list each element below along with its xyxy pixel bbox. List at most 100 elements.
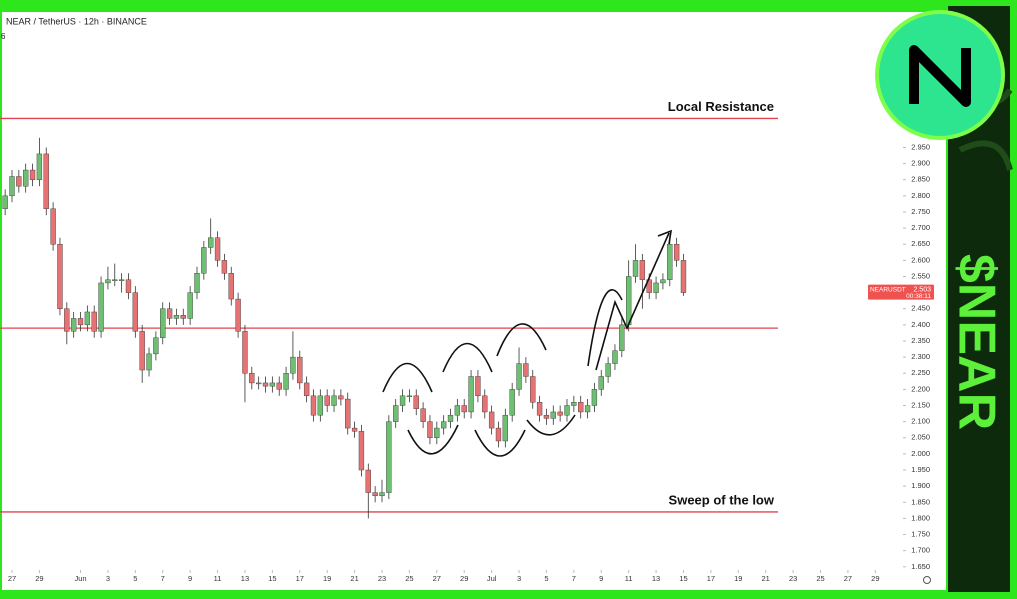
candle-body bbox=[530, 376, 536, 403]
candle-body bbox=[468, 376, 474, 413]
candle-body bbox=[153, 337, 159, 355]
x-tick-label: Jun bbox=[74, 574, 86, 583]
y-tick-label: 2.450 bbox=[911, 304, 930, 313]
x-tick-label: 27 bbox=[8, 574, 16, 583]
candle-body bbox=[427, 421, 433, 438]
candle-body bbox=[379, 492, 385, 497]
candle-body bbox=[516, 363, 522, 390]
x-tick-label: 9 bbox=[599, 574, 603, 583]
candle-body bbox=[64, 308, 70, 332]
candle-body bbox=[2, 195, 8, 209]
y-tick-label: 1.750 bbox=[911, 530, 930, 539]
candle-body bbox=[365, 469, 371, 493]
y-tick-label: 2.600 bbox=[911, 255, 930, 264]
y-tick-label: 2.300 bbox=[911, 352, 930, 361]
candle-body bbox=[420, 408, 426, 422]
candle-body bbox=[331, 395, 337, 406]
x-tick-label: 25 bbox=[816, 574, 824, 583]
x-tick-label: Jul bbox=[487, 574, 497, 583]
candle-body bbox=[249, 373, 255, 384]
candle-body bbox=[139, 331, 145, 371]
arrow bbox=[595, 232, 670, 371]
chart-panel bbox=[2, 12, 946, 590]
candle-body bbox=[351, 427, 358, 432]
candle-body bbox=[317, 395, 323, 416]
y-tick-label: 2.200 bbox=[911, 384, 930, 393]
candle-body bbox=[667, 244, 673, 280]
candle-body bbox=[23, 169, 29, 187]
y-tick-label: 2.150 bbox=[911, 400, 930, 409]
candle-body bbox=[91, 311, 97, 332]
candle-body bbox=[118, 279, 125, 281]
candle-body bbox=[77, 318, 84, 326]
settings-icon[interactable] bbox=[923, 576, 931, 584]
x-tick-label: 11 bbox=[625, 574, 633, 583]
x-tick-label: 29 bbox=[460, 574, 468, 583]
x-tick-label: 29 bbox=[35, 574, 43, 583]
x-tick-label: 27 bbox=[844, 574, 852, 583]
candle-body bbox=[482, 395, 488, 413]
candle-body bbox=[447, 414, 454, 422]
x-tick-label: 3 bbox=[106, 574, 110, 583]
arc bbox=[407, 424, 459, 455]
candle-body bbox=[36, 153, 43, 180]
candle-body bbox=[605, 363, 611, 377]
x-tick-label: 21 bbox=[762, 574, 770, 583]
candle-body bbox=[105, 279, 111, 284]
y-tick-label: 1.650 bbox=[911, 562, 930, 571]
last-price-countdown: 00:38:11 bbox=[906, 293, 931, 300]
y-tick-label: 1.850 bbox=[911, 497, 930, 506]
x-tick-label: 9 bbox=[188, 574, 192, 583]
x-tick-label: 25 bbox=[405, 574, 413, 583]
candle-body bbox=[125, 279, 132, 293]
candle-body bbox=[214, 237, 221, 261]
y-tick-label: 1.800 bbox=[911, 513, 930, 522]
candle-body bbox=[9, 176, 15, 197]
candle-body bbox=[57, 244, 63, 309]
level-label: Sweep of the low bbox=[669, 492, 775, 507]
candle-body bbox=[523, 363, 529, 377]
candle-body bbox=[146, 353, 152, 371]
candle-body bbox=[70, 318, 77, 332]
candle-body bbox=[283, 373, 289, 390]
y-tick-label: 2.900 bbox=[911, 159, 930, 168]
last-price-tag bbox=[868, 284, 934, 300]
y-tick-label: 1.900 bbox=[911, 481, 930, 490]
candle-body bbox=[399, 395, 406, 406]
brand-text: $NEAR bbox=[947, 254, 1005, 430]
x-tick-label: 19 bbox=[734, 574, 742, 583]
y-tick-label: 2.050 bbox=[911, 433, 930, 442]
y-tick-label: 1.700 bbox=[911, 546, 930, 555]
y-tick-label: 2.650 bbox=[911, 239, 930, 248]
candle-body bbox=[208, 237, 214, 248]
candle-body bbox=[242, 331, 248, 374]
candle-body bbox=[495, 427, 502, 442]
candle-body bbox=[297, 356, 303, 384]
x-tick-label: 21 bbox=[350, 574, 358, 583]
x-tick-label: 15 bbox=[268, 574, 276, 583]
candle-body bbox=[673, 244, 680, 261]
level-label: Local Resistance bbox=[668, 99, 774, 114]
candle-body bbox=[632, 260, 639, 277]
candle-body bbox=[310, 395, 317, 416]
y-tick-label: 2.250 bbox=[911, 368, 930, 377]
last-price-name: NEARUSDT bbox=[870, 286, 906, 293]
x-tick-label: 7 bbox=[572, 574, 576, 583]
y-tick-label: 2.700 bbox=[911, 223, 930, 232]
arc bbox=[442, 342, 493, 373]
chart-title: NEAR / TetherUS · 12h · BINANCE bbox=[6, 16, 147, 26]
x-tick-label: 17 bbox=[296, 574, 304, 583]
candle-body bbox=[413, 395, 419, 409]
candle-body bbox=[434, 427, 440, 438]
candle-body bbox=[536, 402, 543, 416]
y-tick-label: 2.950 bbox=[911, 142, 930, 151]
candle-body bbox=[132, 292, 138, 332]
candle-body bbox=[262, 382, 269, 387]
candle-body bbox=[543, 414, 550, 419]
candle-body bbox=[454, 405, 461, 416]
candle-body bbox=[50, 208, 56, 245]
candle-body bbox=[680, 260, 687, 293]
candle-body bbox=[509, 389, 515, 416]
arc bbox=[526, 414, 576, 436]
